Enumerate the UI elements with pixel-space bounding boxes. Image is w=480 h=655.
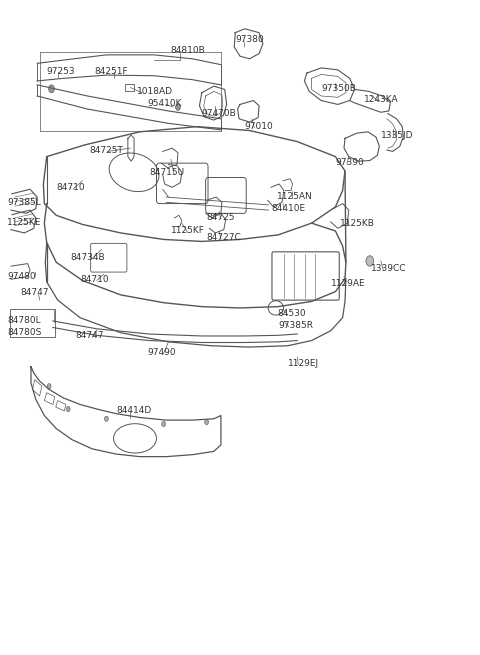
Text: 97380: 97380 bbox=[235, 35, 264, 44]
Text: 95410K: 95410K bbox=[147, 99, 181, 107]
Text: 84710: 84710 bbox=[56, 183, 85, 193]
Text: 84747: 84747 bbox=[21, 288, 49, 297]
Text: 84727C: 84727C bbox=[206, 233, 241, 242]
Text: 1125KF: 1125KF bbox=[171, 227, 205, 235]
Text: 1243KA: 1243KA bbox=[364, 96, 399, 104]
Circle shape bbox=[47, 384, 51, 389]
Text: 1335JD: 1335JD bbox=[381, 130, 413, 140]
Text: 1339CC: 1339CC bbox=[371, 264, 407, 272]
Text: 84251F: 84251F bbox=[95, 67, 128, 76]
Text: 1129EJ: 1129EJ bbox=[288, 359, 319, 368]
Circle shape bbox=[176, 103, 180, 110]
Text: 1125AN: 1125AN bbox=[277, 192, 313, 201]
Text: 84410E: 84410E bbox=[271, 204, 305, 214]
Text: 84710: 84710 bbox=[80, 274, 109, 284]
Text: 1129AE: 1129AE bbox=[331, 279, 365, 288]
Text: 97385R: 97385R bbox=[278, 321, 313, 330]
Text: 97350B: 97350B bbox=[321, 84, 356, 92]
Text: 84725: 84725 bbox=[206, 214, 235, 223]
Circle shape bbox=[366, 255, 373, 266]
Circle shape bbox=[204, 419, 208, 424]
Circle shape bbox=[162, 421, 166, 426]
Text: 97470B: 97470B bbox=[202, 109, 237, 118]
Text: 97390: 97390 bbox=[336, 158, 364, 167]
Text: 97010: 97010 bbox=[245, 122, 274, 131]
Text: 84780L: 84780L bbox=[7, 316, 41, 325]
Text: 97253: 97253 bbox=[47, 67, 75, 76]
Circle shape bbox=[66, 406, 70, 411]
Text: 97490: 97490 bbox=[147, 348, 176, 357]
Text: 84780S: 84780S bbox=[7, 328, 41, 337]
Text: 84810B: 84810B bbox=[171, 47, 205, 56]
Circle shape bbox=[48, 85, 54, 93]
Text: 84734B: 84734B bbox=[71, 253, 105, 262]
Text: 84715U: 84715U bbox=[149, 168, 184, 178]
Text: 97480: 97480 bbox=[7, 272, 36, 281]
Text: 84414D: 84414D bbox=[116, 407, 151, 415]
Circle shape bbox=[105, 416, 108, 421]
Text: 1125KE: 1125KE bbox=[7, 218, 41, 227]
Text: 97385L: 97385L bbox=[7, 198, 41, 208]
Text: 1018AD: 1018AD bbox=[137, 87, 173, 96]
Text: 84747: 84747 bbox=[75, 331, 104, 341]
Text: 84530: 84530 bbox=[277, 309, 306, 318]
Text: 84725T: 84725T bbox=[90, 145, 123, 155]
Text: 1125KB: 1125KB bbox=[340, 219, 375, 229]
